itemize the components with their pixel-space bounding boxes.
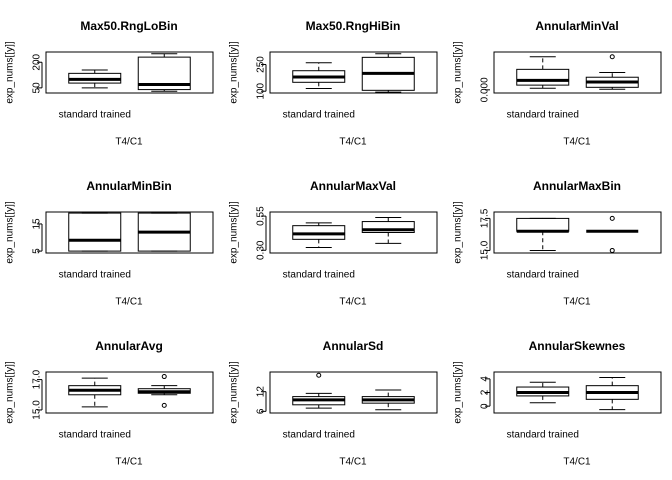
y-tick-label: 0 [480, 403, 491, 409]
y-tick-label: 15.0 [480, 240, 491, 260]
panel-title: AnnularMaxVal [310, 179, 396, 193]
box [516, 217, 570, 232]
panel-title: AnnularMinVal [535, 19, 618, 33]
panel-title: AnnularMaxBin [533, 179, 621, 193]
x-axis-label: T4/C1 [563, 457, 591, 468]
panel-title: Max50.RngLoBin [80, 19, 177, 33]
x-tick-label: standard trained [59, 110, 131, 121]
x-tick-label: standard trained [59, 270, 131, 281]
box [361, 221, 415, 233]
y-tick-label: 250 [256, 56, 267, 73]
y-tick-label: 6 [256, 408, 267, 414]
y-tick-label: 50 [32, 82, 43, 94]
y-tick-label: 5 [32, 248, 43, 254]
x-axis-label: T4/C1 [339, 297, 367, 308]
plot-frame [493, 371, 662, 414]
y-tick-label: 15 [32, 218, 43, 230]
x-tick-label: standard trained [507, 110, 579, 121]
plot-frame [269, 51, 438, 94]
plot-frame [493, 51, 662, 94]
y-tick-label: 0.000 [480, 77, 491, 102]
y-axis-label: exp_nums[[y]] [5, 41, 16, 103]
y-axis-label: exp_nums[[y]] [229, 41, 240, 103]
x-axis-label: T4/C1 [115, 297, 143, 308]
y-axis-label: exp_nums[[y]] [229, 201, 240, 263]
plot-frame [269, 211, 438, 254]
x-tick-label: standard trained [507, 270, 579, 281]
y-tick-label: 200 [32, 53, 43, 70]
x-tick-label: standard trained [507, 430, 579, 441]
y-axis-label: exp_nums[[y]] [453, 361, 464, 423]
y-axis-label: exp_nums[[y]] [453, 41, 464, 103]
x-axis-label: T4/C1 [115, 137, 143, 148]
x-tick-label: standard trained [283, 110, 355, 121]
outlier [609, 54, 615, 60]
panel-title: AnnularSkewnes [529, 339, 626, 353]
x-tick-label: standard trained [283, 430, 355, 441]
panel-title: AnnularAvg [95, 339, 163, 353]
y-axis-label: exp_nums[[y]] [453, 201, 464, 263]
x-axis-label: T4/C1 [115, 457, 143, 468]
outlier [609, 247, 615, 253]
plot-frame [45, 51, 214, 94]
y-axis-label: exp_nums[[y]] [5, 361, 16, 423]
y-tick-label: 4 [480, 376, 491, 382]
x-axis-label: T4/C1 [339, 137, 367, 148]
y-tick-label: 0.30 [256, 240, 267, 260]
x-tick-label: standard trained [283, 270, 355, 281]
outlier [316, 372, 322, 378]
y-tick-label: 0.55 [256, 206, 267, 226]
y-axis-label: exp_nums[[y]] [5, 201, 16, 263]
outlier [161, 374, 167, 380]
y-tick-label: 2 [480, 389, 491, 395]
plot-frame [269, 371, 438, 414]
y-tick-label: 17.5 [480, 208, 491, 228]
x-axis-label: T4/C1 [563, 137, 591, 148]
y-tick-label: 100 [256, 82, 267, 99]
plot-frame [45, 211, 214, 254]
x-axis-label: T4/C1 [563, 297, 591, 308]
x-tick-label: standard trained [59, 430, 131, 441]
box [516, 68, 570, 86]
box [137, 56, 191, 91]
panel-title: Max50.RngHiBin [306, 19, 401, 33]
box [68, 212, 122, 252]
y-tick-label: 17.0 [32, 369, 43, 389]
outlier [609, 215, 615, 221]
y-axis-label: exp_nums[[y]] [229, 361, 240, 423]
panel-title: AnnularSd [323, 339, 384, 353]
plot-frame [493, 211, 662, 254]
y-tick-label: 15.0 [32, 400, 43, 420]
plot-frame [45, 371, 214, 414]
outlier [161, 402, 167, 408]
panel-title: AnnularMinBin [86, 179, 171, 193]
y-tick-label: 12 [256, 386, 267, 398]
x-axis-label: T4/C1 [339, 457, 367, 468]
